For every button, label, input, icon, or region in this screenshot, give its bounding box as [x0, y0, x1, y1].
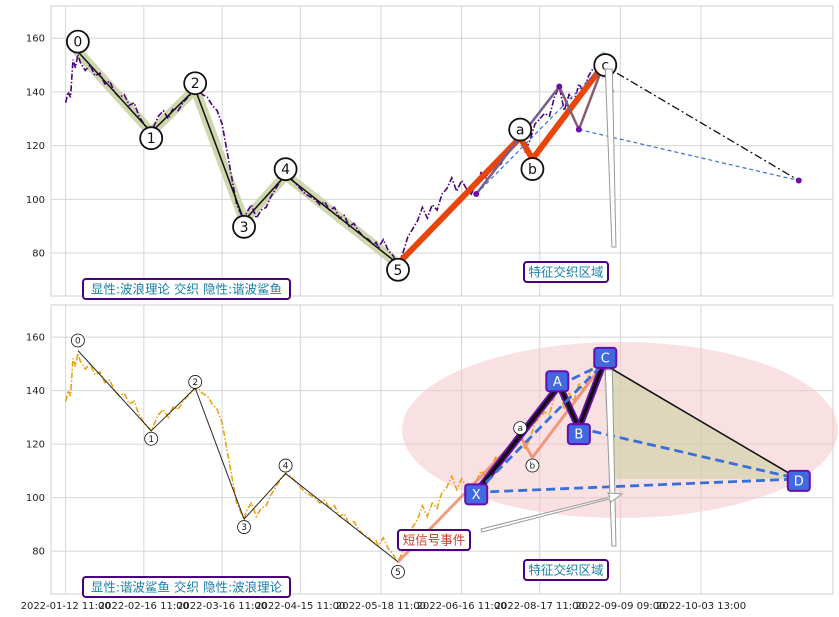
harmonic-point [795, 177, 802, 184]
x-tick-label: 2022-05-18 11:00 [336, 601, 426, 612]
info-text: 特征交织区域 [528, 563, 603, 578]
wave-point-b [520, 157, 545, 181]
wave-point-small-a-label: a [517, 424, 523, 434]
y-tick-label: 80 [32, 547, 45, 558]
wave-point-small-2 [188, 375, 203, 389]
x-tick-label: 2022-09-09 09:00 [575, 601, 665, 612]
wave-point-3-label: 3 [240, 220, 249, 236]
x-tick-label: 2022-06-16 11:00 [416, 601, 506, 612]
bottom-panel: 80 100 120 140 160 X A B C D 0 1 2 3 4 5 a b 短信号事件特征交织区域显性… [26, 304, 838, 598]
harmonic-dash-line [578, 426, 800, 481]
info-box [82, 278, 291, 300]
wave-point-small-0 [70, 333, 85, 348]
wave-line [77, 350, 399, 563]
wave-point-1-label: 1 [147, 131, 156, 147]
x-tick-label: 2022-10-03 13:00 [656, 601, 746, 612]
harmonic-label-X: X [472, 488, 481, 503]
wave-point-2 [183, 71, 208, 96]
harmonic-dash-line [475, 362, 605, 494]
wave-point-5 [386, 257, 410, 282]
annotation-arrow [604, 369, 617, 547]
harmonic-xa-dash [475, 86, 560, 195]
annotation-arrow [604, 68, 617, 248]
wave-point-small-b [525, 458, 540, 473]
info-box [397, 529, 471, 551]
wave-point-4 [273, 157, 298, 182]
wave-point-0-label: 0 [73, 35, 82, 51]
harmonic-xc-dash [475, 64, 604, 195]
abc-impulse-line [395, 63, 606, 266]
y-tick-label: 140 [26, 386, 45, 397]
wave-point-a-label: a [516, 123, 525, 139]
wave-point-small-5 [391, 564, 405, 579]
wave-point-b-label: b [528, 162, 537, 178]
y-tick-label: 120 [26, 141, 45, 152]
wave-line [77, 51, 399, 265]
info-text: 短信号事件 [403, 533, 466, 548]
wave-point-small-4-label: 4 [283, 462, 289, 472]
y-tick-label: 80 [32, 249, 45, 260]
x-tick-label: 2022-03-16 11:00 [177, 601, 267, 612]
harmonic-dash-line [476, 477, 799, 494]
x-tick-label: 2022-02-16 11:00 [99, 601, 189, 612]
y-tick-label: 140 [26, 87, 45, 98]
wave-point-small-1 [144, 431, 159, 446]
plot-area [50, 5, 834, 297]
event-arrow [480, 492, 624, 533]
harmonic-point [575, 126, 582, 133]
wave-point-4-label: 4 [281, 162, 290, 178]
y-tick-label: 100 [26, 493, 45, 504]
harmonic-leg-inner [557, 384, 581, 429]
y-tick-label: 160 [26, 333, 45, 344]
wave-point-1 [139, 126, 164, 151]
harmonic-cd-line [602, 363, 800, 480]
x-tick-label: 2022-08-17 11:00 [495, 601, 585, 612]
harmonic-leg-inner [474, 384, 561, 494]
wave-point-0 [65, 29, 90, 54]
harmonic-label-A: A [553, 375, 562, 390]
info-box [523, 261, 609, 283]
wave-point-2-label: 2 [191, 76, 200, 92]
harmonic-bd-dash [578, 128, 799, 182]
harmonic-label-B: B [574, 428, 583, 443]
harmonic-label-D: D [794, 474, 804, 489]
wave-point-small-0-label: 0 [75, 336, 81, 346]
x-tick-label: 2022-04-15 11:00 [255, 601, 345, 612]
info-text: 显性:谐波鲨鱼 交织 隐性:波浪理论 [91, 580, 283, 595]
wave-point-small-4 [278, 458, 293, 473]
harmonic-label-C: C [601, 351, 610, 366]
wave-point-small-5-label: 5 [395, 568, 401, 578]
wave-point-5-label: 5 [394, 263, 403, 279]
wave-point-small-b-label: b [530, 462, 536, 472]
harmonic-point [556, 83, 563, 90]
info-box [523, 559, 609, 581]
y-tick-label: 160 [26, 34, 45, 45]
info-box [82, 576, 291, 598]
wave-point-small-1-label: 1 [148, 435, 154, 445]
harmonic-box-D [786, 469, 811, 492]
info-text: 特征交织区域 [528, 265, 603, 280]
harmonic-point [473, 190, 480, 197]
harmonic-box-A [545, 370, 570, 393]
projection-line [602, 64, 800, 182]
wave-point-small-3-label: 3 [241, 523, 247, 533]
info-text: 显性:波浪理论 交织 隐性:谐波鲨鱼 [91, 282, 282, 297]
wave-point-c-label: c [601, 58, 609, 74]
wave-point-small-3 [237, 520, 251, 534]
wave-point-3 [232, 214, 256, 239]
harmonic-box-B [566, 423, 591, 446]
y-tick-label: 120 [26, 440, 45, 451]
x-tick-label: 2022-01-12 11:00 [21, 601, 111, 612]
wave-point-a [508, 117, 533, 142]
harmonic-leg-inner [577, 363, 605, 429]
y-tick-label: 100 [26, 195, 45, 206]
harmonic-box-C [593, 346, 618, 369]
wave-point-small-a [513, 421, 528, 436]
wave-point-small-2-label: 2 [192, 378, 198, 388]
harmonic-box-X [464, 483, 489, 506]
